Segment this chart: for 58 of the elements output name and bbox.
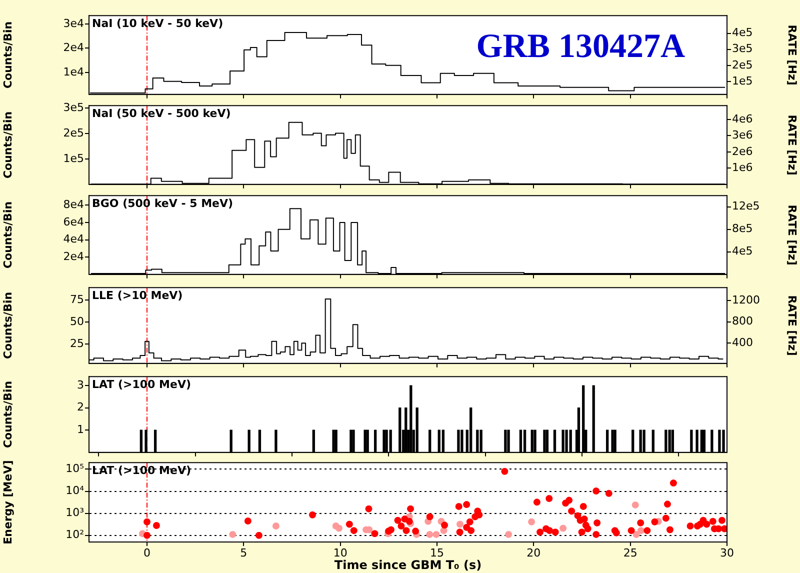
y2-tick-label: 3e6 [732,128,753,142]
y2-axis-title: RATE [Hz] [786,204,799,266]
chart-title: NaI (10 keV - 50 keV) [92,16,224,30]
y-tick-label: 2e4 [63,41,84,54]
y2-tick-label: 400 [732,336,753,349]
y-axis-title: Counts/Bin [1,380,14,448]
y-tick-label: 10³ [66,506,84,520]
y-tick-label: 10⁵ [66,462,84,476]
y-tick-label: 1e5 [63,152,84,165]
y2-tick-label: 8e5 [732,222,753,236]
annotation: GRB 130427A [476,28,685,66]
x-tick-label: 15 [430,546,444,560]
x-tick-label: 30 [720,546,734,560]
y-tick-label: 3e4 [63,16,84,30]
x-tick-label: 0 [144,546,150,560]
y-tick-label: 8e4 [63,198,84,211]
y2-tick-label: 1e5 [732,74,753,88]
x-tick-label: 5 [240,546,248,560]
y2-axis-title: RATE [Hz] [786,24,799,86]
y-axis-title: Counts/Bin [1,292,14,360]
chart-title: BGO (500 keV - 5 MeV) [92,196,234,210]
y2-tick-label: 3e5 [732,42,753,56]
x-axis-title: Time since GBM T₀ (s) [334,558,482,572]
y-tick-label: 4e4 [63,232,84,246]
y-tick-label: 3e5 [63,101,84,114]
y2-axis-title: RATE [Hz] [786,295,799,356]
chart-title: LLE (>10 MeV) [92,288,183,302]
y2-tick-label: 2e5 [732,58,753,72]
y-tick-label: 2 [77,400,84,414]
y2-tick-label: 1e6 [732,161,753,174]
y2-tick-label: 800 [732,314,753,328]
y-axis-title: Counts/Bin [1,21,14,89]
chart-title: NaI (50 keV - 500 keV) [92,106,231,120]
x-tick-label: 10 [333,546,348,560]
y2-tick-label: 4e5 [732,26,753,40]
y-tick-label: 1 [77,422,84,436]
y-tick-label: 25 [70,336,84,350]
y-axis-title: Energy [MeV] [1,460,14,544]
y-tick-label: 3 [77,378,84,392]
y-tick-label: 1e4 [63,65,84,78]
y-tick-label: 50 [70,314,84,328]
y-tick-label: 2e4 [63,250,84,263]
y2-tick-label: 2e6 [732,144,753,158]
y2-tick-label: 12e5 [732,200,760,213]
y-axis-title: Counts/Bin [1,111,14,179]
y-tick-label: 2e5 [63,126,84,140]
y2-axis-title: RATE [Hz] [786,114,799,176]
y-axis-title: Counts/Bin [1,201,14,269]
y2-tick-label: 4e5 [732,244,753,258]
y-tick-label: 10² [66,528,84,542]
x-tick-label: 25 [623,546,638,560]
y-tick-label: 75 [70,292,84,306]
chart-title: LAT (>100 MeV) [92,378,191,391]
y-tick-label: 6e4 [63,215,84,228]
x-tick-label: 20 [526,546,541,560]
y2-tick-label: 1200 [732,293,760,306]
y2-tick-label: 4e6 [732,112,753,126]
y-tick-label: 10⁴ [66,484,85,498]
